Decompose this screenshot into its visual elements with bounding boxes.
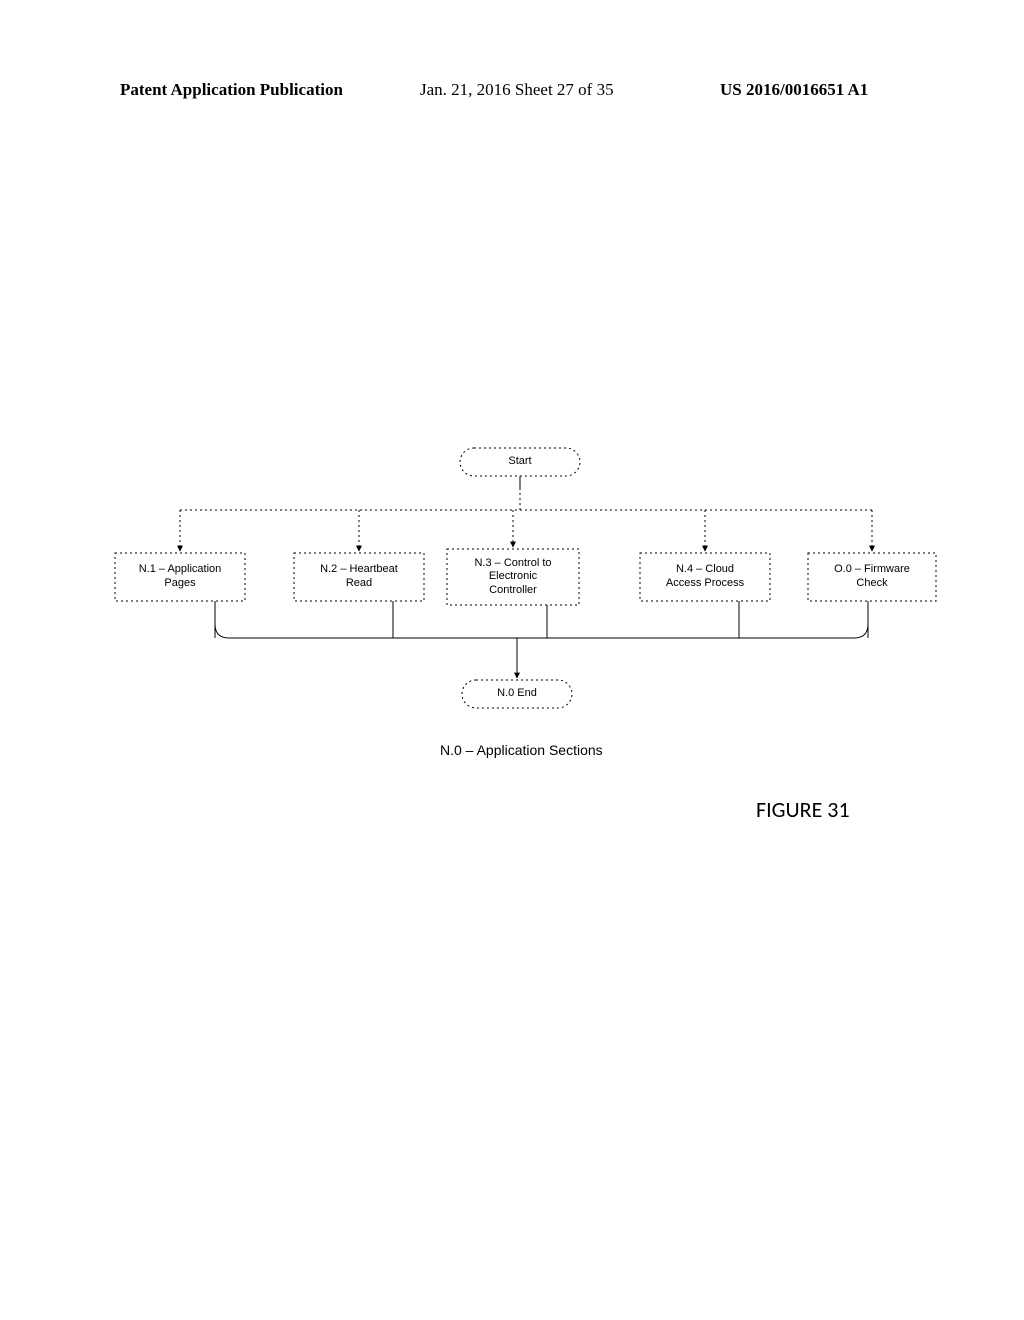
node-n2: N.2 – HeartbeatRead xyxy=(297,563,421,591)
node-o0: O.0 – FirmwareCheck xyxy=(811,563,933,591)
flowchart-svg xyxy=(0,0,1024,1320)
node-start: Start xyxy=(463,455,577,469)
diagram-caption: N.0 – Application Sections xyxy=(440,742,603,758)
node-n3: N.3 – Control toElectronicController xyxy=(450,557,576,598)
figure-label: FIGURE 31 xyxy=(756,796,850,823)
node-n1: N.1 – ApplicationPages xyxy=(118,563,242,591)
node-n4: N.4 – CloudAccess Process xyxy=(643,563,767,591)
node-end: N.0 End xyxy=(465,687,569,701)
